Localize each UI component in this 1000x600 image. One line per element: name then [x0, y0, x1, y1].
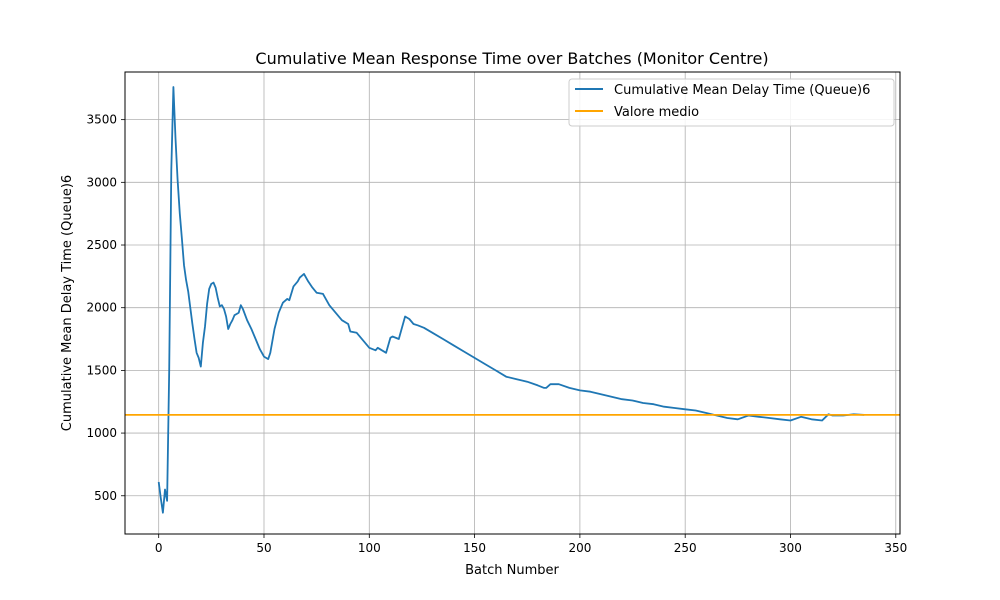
legend-label-delay-series: Cumulative Mean Delay Time (Queue)6: [614, 83, 870, 98]
y-tick-label: 2000: [86, 301, 117, 315]
x-tick-label: 100: [358, 541, 381, 555]
axis-ticks: 0 50 100 150 200 250 300 350 500 1000 1500 2000 2500…: [86, 113, 907, 555]
legend-label-mean-line: Valore medio: [614, 105, 699, 120]
y-tick-label: 1000: [86, 426, 117, 440]
legend: Cumulative Mean Delay Time (Queue)6 Valo…: [568, 78, 895, 127]
series-layer: [125, 86, 900, 514]
x-tick-label: 0: [155, 541, 163, 555]
x-axis-label: Batch Number: [465, 563, 559, 578]
x-tick-label: 300: [779, 541, 802, 555]
y-tick-label: 3000: [86, 175, 117, 189]
y-tick-label: 2500: [86, 238, 117, 252]
delay-series-line: [157, 86, 865, 514]
x-tick-label: 50: [256, 541, 271, 555]
y-tick-label: 3500: [86, 113, 117, 127]
grid-lines: [125, 72, 900, 534]
y-tick-label: 500: [94, 489, 117, 503]
y-tick-label: 1500: [86, 363, 117, 377]
legend-box: [568, 78, 895, 127]
plot-area-frame: [124, 71, 901, 535]
x-tick-label: 350: [884, 541, 907, 555]
y-axis-label: Cumulative Mean Delay Time (Queue)6: [60, 175, 75, 431]
x-tick-label: 150: [463, 541, 486, 555]
chart-title: Cumulative Mean Response Time over Batch…: [255, 49, 768, 68]
x-tick-label: 200: [568, 541, 591, 555]
x-tick-label: 250: [674, 541, 697, 555]
